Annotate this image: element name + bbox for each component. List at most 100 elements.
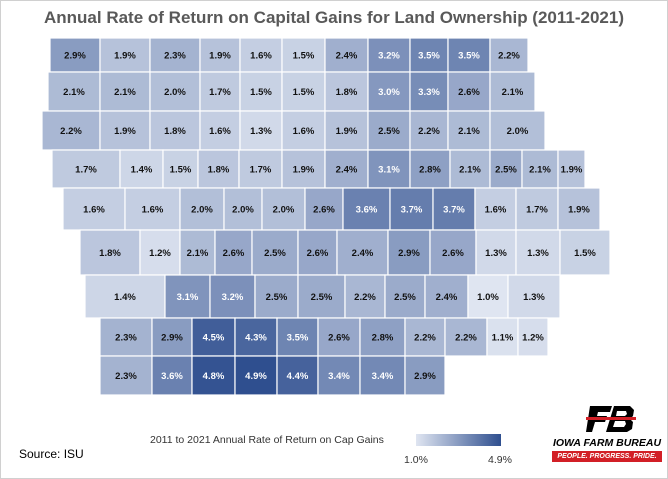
county-value-label: 2.5% — [264, 248, 286, 259]
county-value-label: 3.5% — [287, 333, 309, 344]
county-value-label: 1.1% — [492, 333, 514, 344]
county-value-label: 2.0% — [273, 205, 295, 216]
county-value-label: 3.1% — [378, 165, 400, 176]
county-value-label: 2.1% — [458, 126, 480, 137]
county-value-label: 3.7% — [401, 205, 423, 216]
county-value-label: 2.8% — [372, 333, 394, 344]
county-value-label: 2.4% — [436, 292, 458, 303]
county-value-label: 1.3% — [523, 292, 545, 303]
county-value-label: 2.2% — [455, 333, 477, 344]
county-area — [489, 149, 523, 189]
county-value-label: 2.1% — [502, 87, 524, 98]
county-area — [447, 37, 491, 73]
county-value-label: 1.7% — [526, 205, 548, 216]
county-value-label: 2.1% — [63, 87, 85, 98]
county-value-label: 2.9% — [161, 333, 183, 344]
county-value-label: 1.0% — [477, 292, 499, 303]
county-area — [234, 355, 278, 396]
map-title: Annual Rate of Return on Capital Gains f… — [44, 8, 624, 27]
county-area — [162, 149, 199, 189]
county-area — [191, 355, 236, 396]
county-value-label: 3.2% — [222, 292, 244, 303]
logo-name: IOWA FARM BUREAU — [552, 437, 662, 449]
county-value-label: 3.7% — [443, 205, 465, 216]
county-value-label: 2.5% — [378, 126, 400, 137]
county-value-label: 2.3% — [115, 371, 137, 382]
iowa-farm-bureau-logo: IOWA FARM BUREAU PEOPLE. PROGRESS. PRIDE… — [548, 404, 666, 466]
county-value-label: 2.5% — [394, 292, 416, 303]
county-value-label: 1.8% — [99, 248, 121, 259]
county-value-label: 1.6% — [142, 205, 164, 216]
county-value-label: 2.0% — [507, 126, 529, 137]
county-value-label: 1.9% — [114, 126, 136, 137]
county-area — [424, 274, 469, 319]
source-note: Source: ISU — [19, 447, 84, 461]
legend-color-scale — [416, 434, 501, 446]
county-value-label: 3.3% — [418, 87, 440, 98]
county-area — [557, 187, 601, 231]
county-area — [336, 229, 389, 276]
county-value-label: 1.9% — [209, 51, 231, 62]
county-area — [474, 187, 517, 231]
county-value-label: 1.6% — [83, 205, 105, 216]
county-area — [429, 229, 477, 276]
county-value-label: 4.8% — [203, 371, 225, 382]
county-area — [467, 274, 509, 319]
county-value-label: 4.9% — [245, 371, 267, 382]
county-area — [99, 71, 151, 112]
county-area — [239, 37, 283, 73]
county-area — [409, 71, 449, 112]
county-value-label: 3.4% — [372, 371, 394, 382]
county-value-label: 1.9% — [561, 165, 583, 176]
county-area — [344, 274, 386, 319]
county-value-label: 2.9% — [414, 371, 436, 382]
county-value-label: 2.6% — [328, 333, 350, 344]
county-value-label: 1.5% — [250, 87, 272, 98]
county-area — [151, 317, 193, 357]
county-value-label: 3.5% — [458, 51, 480, 62]
county-area — [179, 229, 216, 276]
county-value-label: 2.2% — [354, 292, 376, 303]
county-value-label: 1.2% — [149, 248, 171, 259]
county-value-label: 2.4% — [336, 165, 358, 176]
legend-max-label: 4.9% — [488, 454, 512, 466]
county-value-label: 1.9% — [293, 165, 315, 176]
county-area — [41, 110, 101, 151]
county-value-label: 1.7% — [75, 165, 97, 176]
county-value-label: 1.7% — [209, 87, 231, 98]
county-area — [317, 355, 361, 396]
county-value-label: 1.3% — [250, 126, 272, 137]
county-value-label: 1.7% — [250, 165, 272, 176]
county-value-label: 2.6% — [458, 87, 480, 98]
county-area — [281, 71, 326, 112]
county-area — [359, 355, 406, 396]
county-area — [404, 355, 446, 396]
county-area — [432, 187, 476, 231]
county-value-label: 3.6% — [161, 371, 183, 382]
county-value-label: 1.6% — [293, 126, 315, 137]
county-area — [515, 229, 561, 276]
logo-tagline: PEOPLE. PROGRESS. PRIDE. — [552, 451, 662, 462]
county-value-label: 2.9% — [398, 248, 420, 259]
county-value-label: 2.1% — [114, 87, 136, 98]
county-area — [254, 274, 299, 319]
county-area — [151, 355, 193, 396]
county-value-label: 2.2% — [414, 333, 436, 344]
county-value-label: 2.9% — [64, 51, 86, 62]
county-value-label: 3.0% — [378, 87, 400, 98]
county-area — [51, 149, 121, 189]
farm-bureau-logo-mark — [586, 406, 636, 432]
county-area — [79, 229, 141, 276]
county-value-label: 4.3% — [245, 333, 267, 344]
county-area — [62, 187, 126, 231]
county-value-label: 1.9% — [336, 126, 358, 137]
county-value-label: 2.5% — [311, 292, 333, 303]
county-area — [404, 317, 446, 357]
county-area — [517, 317, 549, 357]
county-value-label: 2.6% — [313, 205, 335, 216]
county-area — [214, 229, 253, 276]
county-area — [304, 187, 344, 231]
county-value-label: 2.2% — [498, 51, 520, 62]
county-area — [475, 229, 517, 276]
